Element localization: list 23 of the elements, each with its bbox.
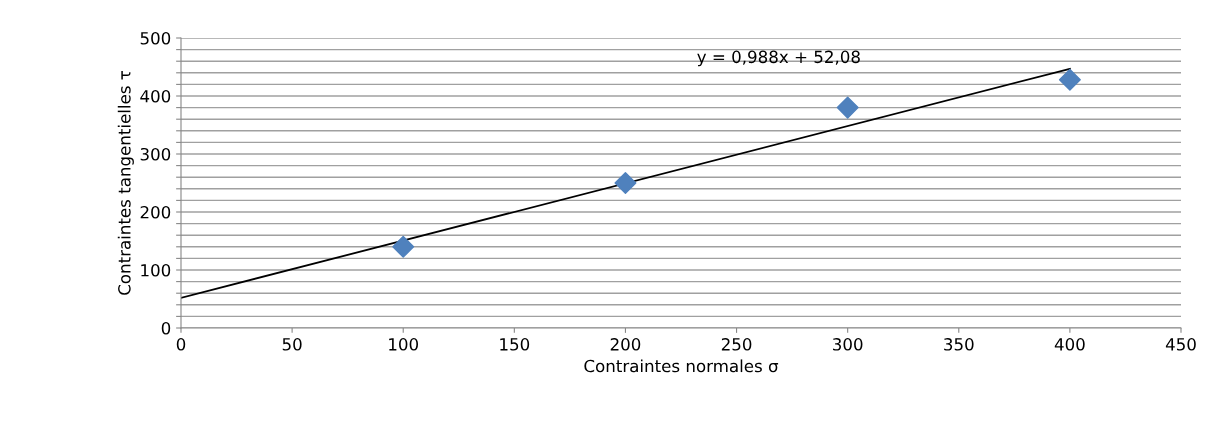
x-tick-label: 200 xyxy=(610,338,641,351)
x-tick-label: 350 xyxy=(944,338,974,351)
point xyxy=(614,172,637,194)
point xyxy=(1058,68,1081,91)
x-axis-title: Contraintes normales σ xyxy=(584,359,779,373)
x-tick-label: 300 xyxy=(833,338,863,351)
y-tick-label: 400 xyxy=(140,89,171,103)
y-tick-label: 300 xyxy=(140,147,171,161)
point xyxy=(392,235,415,258)
x-tick-label: 150 xyxy=(500,338,530,351)
x-tick-label: 450 xyxy=(1165,338,1196,351)
x-tick-label: 50 xyxy=(282,338,302,351)
x-tick-label: 0 xyxy=(176,338,186,351)
y-tick-label: 500 xyxy=(140,31,171,45)
y-tick-label: 200 xyxy=(140,205,171,219)
x-tick-label: 100 xyxy=(389,338,419,351)
y-axis-title: Contraintes tangentielles τ xyxy=(117,71,134,295)
x-tick-label: 400 xyxy=(1054,338,1085,351)
y-tick-label: 0 xyxy=(161,321,171,335)
x-tick-label: 250 xyxy=(721,338,752,351)
annotation: y = 0,988x + 52,08 xyxy=(697,50,860,67)
point xyxy=(836,96,859,119)
y-tick-label: 100 xyxy=(141,263,171,277)
